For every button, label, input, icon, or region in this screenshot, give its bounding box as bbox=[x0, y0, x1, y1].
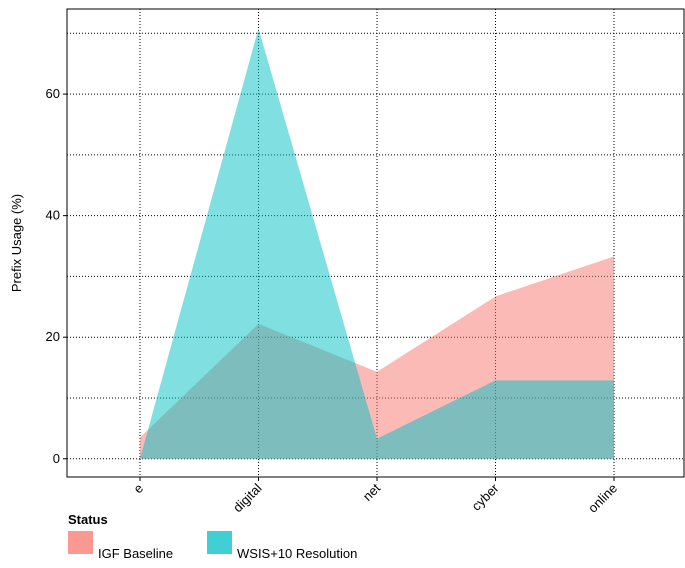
legend-label: IGF Baseline bbox=[98, 546, 173, 561]
legend: Status IGF Baseline WSIS+10 Resolution bbox=[68, 512, 357, 561]
area-series bbox=[140, 28, 614, 459]
x-tick-label: e bbox=[130, 481, 146, 497]
legend-title: Status bbox=[68, 512, 108, 527]
y-axis: 0 20 40 60 bbox=[46, 86, 67, 466]
x-axis: e digital net cyber online bbox=[130, 477, 620, 516]
legend-label: WSIS+10 Resolution bbox=[237, 546, 357, 561]
legend-key bbox=[68, 531, 93, 554]
y-axis-title: Prefix Usage (%) bbox=[9, 194, 24, 292]
y-tick-label: 20 bbox=[46, 329, 60, 344]
y-tick-label: 0 bbox=[53, 451, 60, 466]
x-tick-label: digital bbox=[230, 480, 265, 515]
y-tick-label: 40 bbox=[46, 208, 60, 223]
plot-panel-border bbox=[66, 8, 685, 478]
x-tick-label: cyber bbox=[469, 480, 503, 514]
x-tick-label: net bbox=[360, 480, 384, 504]
y-tick-label: 60 bbox=[46, 86, 60, 101]
area-wsis-10-resolution bbox=[140, 28, 614, 459]
x-tick-label: online bbox=[585, 481, 620, 516]
legend-key bbox=[207, 531, 232, 554]
